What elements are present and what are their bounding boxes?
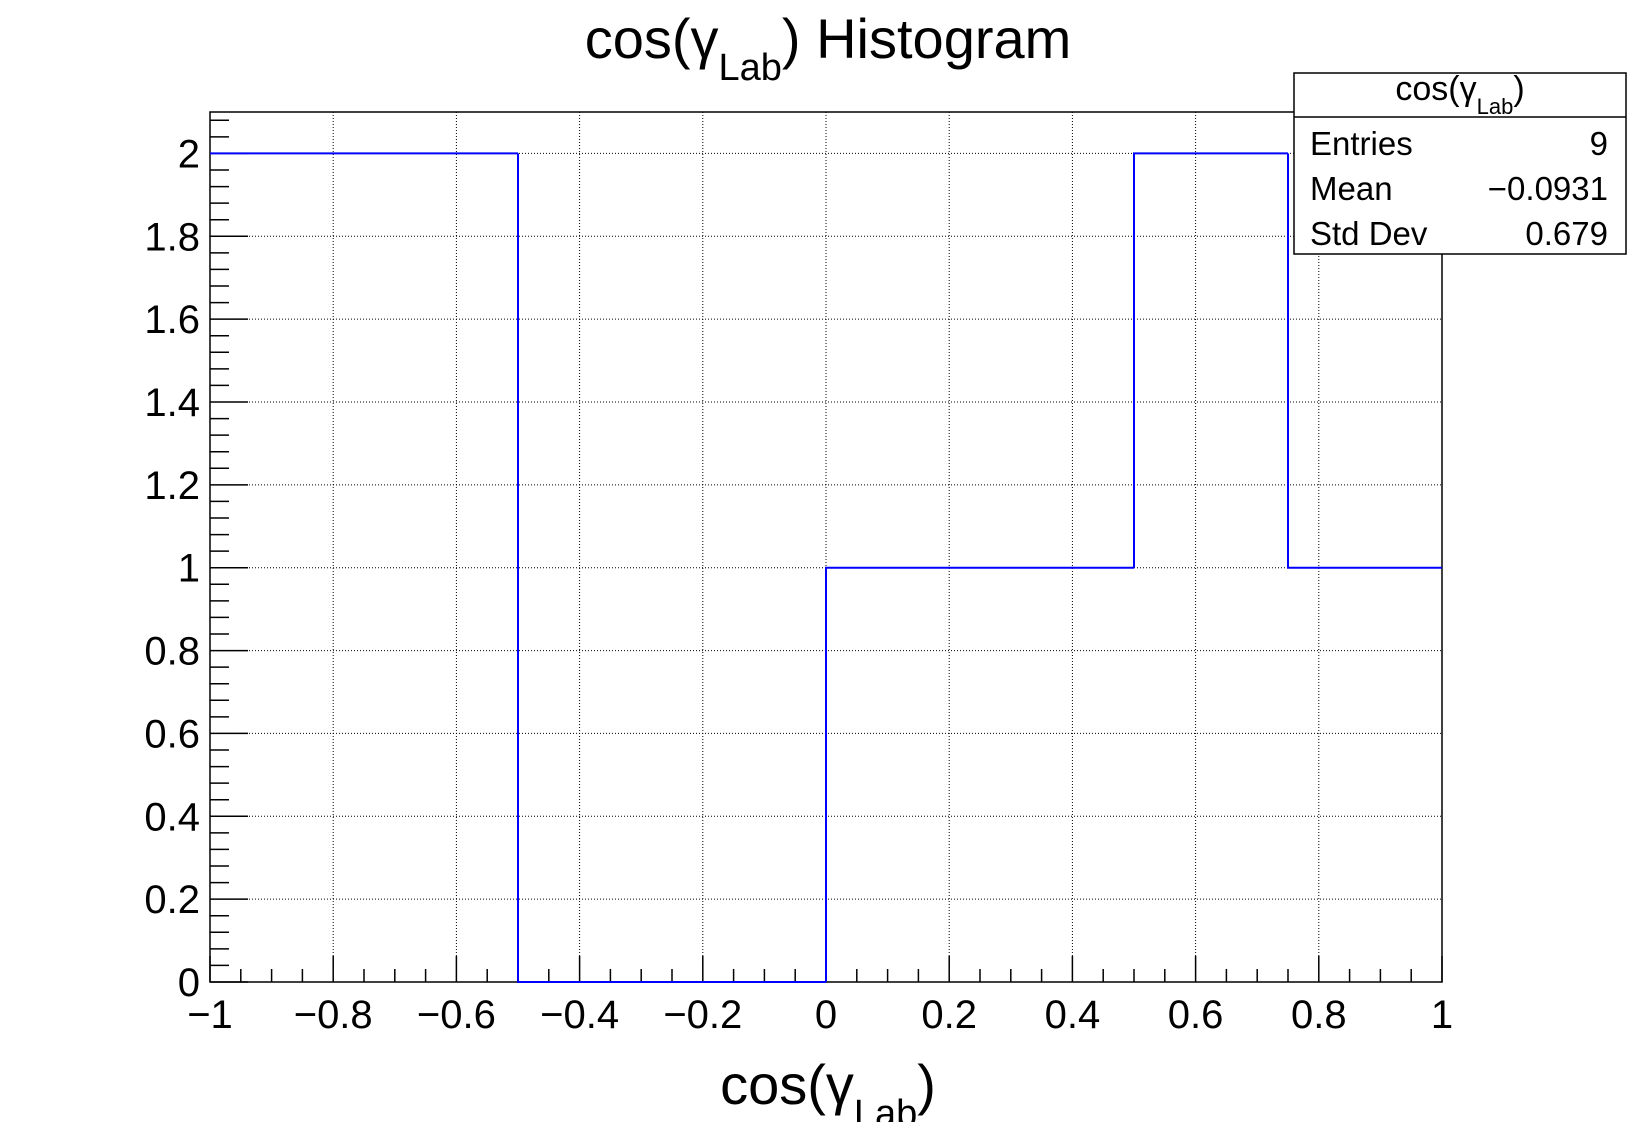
y-tick-label: 2 — [178, 132, 200, 176]
x-tick-label: 0 — [815, 993, 837, 1037]
x-tick-label: 0.8 — [1291, 993, 1347, 1037]
x-tick-label: −1 — [187, 993, 233, 1037]
stats-mean-label: Mean — [1310, 170, 1393, 207]
stats-entries-value: 9 — [1590, 125, 1608, 162]
y-tick-label: 0.8 — [144, 630, 200, 674]
y-tick-label: 0 — [178, 961, 200, 1005]
chart-titles: cos(γLab) Histogram cos(γLab) — [585, 7, 1072, 1127]
x-tick-label: −0.6 — [417, 993, 496, 1037]
y-tick-label: 0.4 — [144, 795, 200, 839]
y-tick-label: 0.6 — [144, 712, 200, 756]
stats-stddev-label: Std Dev — [1310, 215, 1428, 252]
histogram-bin — [517, 153, 672, 983]
y-tick-label: 1.2 — [144, 464, 200, 508]
y-tick-label: 1.6 — [144, 298, 200, 342]
stats-box: cos(γLab) Entries 9 Mean −0.0931 Std Dev… — [1293, 70, 1627, 255]
y-tick-label: 1 — [178, 547, 200, 591]
x-tick-label: 0.2 — [921, 993, 977, 1037]
x-tick-label: 0.4 — [1045, 993, 1101, 1037]
histogram-bin — [1287, 153, 1442, 569]
x-tick-label: −0.4 — [540, 993, 619, 1037]
histogram-bin — [825, 566, 980, 982]
x-tick-label: 0.6 — [1168, 993, 1224, 1037]
stats-stddev-value: 0.679 — [1525, 215, 1608, 252]
stats-mean-value: −0.0931 — [1488, 170, 1608, 207]
stats-entries-label: Entries — [1310, 125, 1413, 162]
axis-ticks — [209, 119, 1443, 983]
stats-box-title: cos(γLab) — [1395, 70, 1524, 119]
axis-tick-labels: −1 −0.8 −0.6 −0.4 −0.2 0 0.2 0.4 0.6 0.8 1 0 0.2 0.4 0… — [144, 132, 1453, 1037]
histogram-bin — [1133, 152, 1288, 568]
chart-title: cos(γLab) Histogram — [585, 7, 1072, 89]
stats-box-frame — [1293, 72, 1627, 255]
y-tick-label: 0.2 — [144, 878, 200, 922]
y-tick-label: 1.8 — [144, 215, 200, 259]
x-axis-label: cos(γLab) — [720, 1053, 936, 1122]
y-tick-label: 1.4 — [144, 381, 200, 425]
histogram-bars — [210, 152, 1442, 983]
x-tick-label: −0.8 — [294, 993, 373, 1037]
x-tick-label: 1 — [1431, 993, 1453, 1037]
x-tick-label: −0.2 — [663, 993, 742, 1037]
